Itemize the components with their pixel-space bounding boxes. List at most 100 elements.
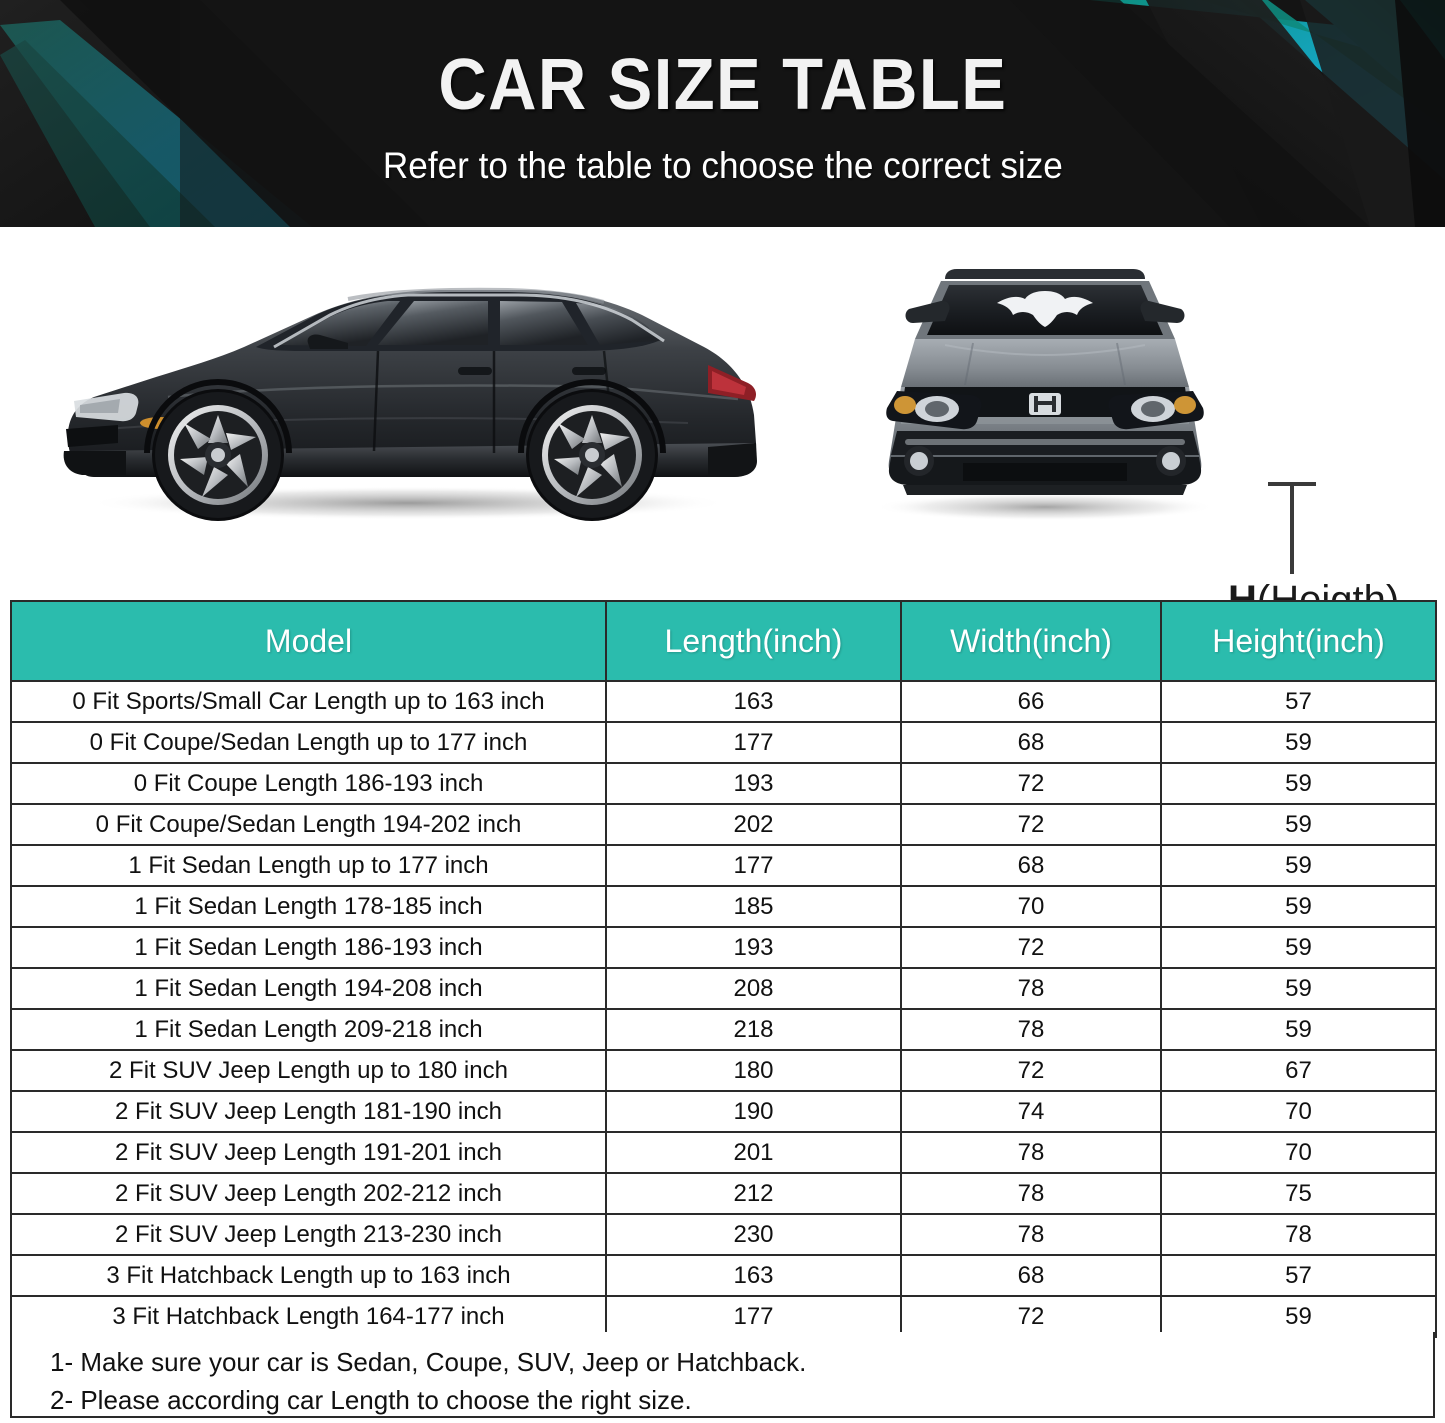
cell-height: 59 [1160, 967, 1437, 1010]
table-row: 3 Fit Hatchback Length up to 163 inch 163… [10, 1254, 1437, 1297]
cell-model: 0 Fit Coupe/Sedan Length 194-202 inch [10, 803, 607, 846]
cell-model: 0 Fit Coupe/Sedan Length up to 177 inch [10, 721, 607, 764]
cell-model: 1 Fit Sedan Length 178-185 inch [10, 885, 607, 928]
cell-length: 230 [605, 1213, 902, 1256]
page-title: CAR SIZE TABLE [438, 45, 1007, 125]
column-header-model: Model [10, 600, 607, 682]
cell-model: 3 Fit Hatchback Length 164-177 inch [10, 1295, 607, 1338]
cell-height: 75 [1160, 1172, 1437, 1215]
table-row: 1 Fit Sedan Length up to 177 inch 177 68 59 [10, 844, 1437, 887]
cell-length: 193 [605, 926, 902, 969]
cell-height: 59 [1160, 885, 1437, 928]
cell-length: 180 [605, 1049, 902, 1092]
cell-width: 72 [900, 926, 1162, 969]
table-row: 0 Fit Coupe Length 186-193 inch 193 72 59 [10, 762, 1437, 805]
cell-height: 59 [1160, 803, 1437, 846]
car-illustration-area: L(Length) W(Width) H(Heigth) [0, 227, 1445, 800]
cell-length: 177 [605, 721, 902, 764]
cell-length: 177 [605, 844, 902, 887]
banner-background-shapes [0, 0, 1445, 227]
cell-width: 68 [900, 721, 1162, 764]
cell-length: 218 [605, 1008, 902, 1051]
cell-length: 208 [605, 967, 902, 1010]
footer-notes: 1- Make sure your car is Sedan, Coupe, S… [10, 1332, 1435, 1418]
note-1: 1- Make sure your car is Sedan, Coupe, S… [50, 1347, 807, 1377]
cell-length: 163 [605, 1254, 902, 1297]
banner-text-block: CAR SIZE TABLE Refer to the table to cho… [0, 0, 1445, 227]
cell-height: 57 [1160, 680, 1437, 723]
cell-model: 3 Fit Hatchback Length up to 163 inch [10, 1254, 607, 1297]
table-body: 0 Fit Sports/Small Car Length up to 163 … [10, 680, 1437, 1338]
cell-width: 70 [900, 885, 1162, 928]
table-row: 1 Fit Sedan Length 178-185 inch 185 70 59 [10, 885, 1437, 928]
column-header-width: Width(inch) [900, 600, 1162, 682]
cell-height: 59 [1160, 721, 1437, 764]
cell-model: 1 Fit Sedan Length up to 177 inch [10, 844, 607, 887]
cell-length: 177 [605, 1295, 902, 1338]
height-line-upper [1290, 484, 1294, 574]
cell-width: 72 [900, 1049, 1162, 1092]
cell-height: 59 [1160, 926, 1437, 969]
cell-model: 1 Fit Sedan Length 209-218 inch [10, 1008, 607, 1051]
table-row: 2 Fit SUV Jeep Length up to 180 inch 180 7… [10, 1049, 1437, 1092]
cell-width: 78 [900, 1008, 1162, 1051]
cell-model: 2 Fit SUV Jeep Length 213-230 inch [10, 1213, 607, 1256]
table-row: 3 Fit Hatchback Length 164-177 inch 177 72… [10, 1295, 1437, 1338]
cell-model: 2 Fit SUV Jeep Length 191-201 inch [10, 1131, 607, 1174]
page-subtitle: Refer to the table to choose the correct… [382, 145, 1063, 186]
cell-length: 212 [605, 1172, 902, 1215]
table-row: 0 Fit Sports/Small Car Length up to 163 … [10, 680, 1437, 723]
car-size-table: Model Length(inch) Width(inch) Height(in… [10, 600, 1437, 1338]
cell-width: 68 [900, 844, 1162, 887]
table-row: 2 Fit SUV Jeep Length 202-212 inch 212 78 7… [10, 1172, 1437, 1215]
cell-width: 74 [900, 1090, 1162, 1133]
table-row: 1 Fit Sedan Length 186-193 inch 193 72 59 [10, 926, 1437, 969]
table-header: Model Length(inch) Width(inch) Height(in… [10, 600, 1437, 682]
cell-model: 1 Fit Sedan Length 186-193 inch [10, 926, 607, 969]
cell-model: 0 Fit Coupe Length 186-193 inch [10, 762, 607, 805]
cell-length: 190 [605, 1090, 902, 1133]
side-car-icon [63, 287, 757, 521]
cell-width: 78 [900, 967, 1162, 1010]
cell-height: 78 [1160, 1213, 1437, 1256]
cell-height: 59 [1160, 762, 1437, 805]
cell-height: 59 [1160, 1295, 1437, 1338]
column-header-length: Length(inch) [605, 600, 902, 682]
cell-width: 68 [900, 1254, 1162, 1297]
table-row: 1 Fit Sedan Length 194-208 inch 208 78 59 [10, 967, 1437, 1010]
cell-length: 201 [605, 1131, 902, 1174]
size-table-container: Model Length(inch) Width(inch) Height(in… [10, 600, 1437, 1338]
table-row: 1 Fit Sedan Length 209-218 inch 218 78 59 [10, 1008, 1437, 1051]
cell-height: 59 [1160, 1008, 1437, 1051]
cell-width: 72 [900, 762, 1162, 805]
cell-length: 163 [605, 680, 902, 723]
cell-width: 78 [900, 1172, 1162, 1215]
table-row: 0 Fit Coupe/Sedan Length up to 177 inch 1… [10, 721, 1437, 764]
header-banner: CAR SIZE TABLE Refer to the table to cho… [0, 0, 1445, 227]
note-2: 2- Please according car Length to choose… [50, 1384, 692, 1415]
cell-width: 78 [900, 1131, 1162, 1174]
front-view-car-image [845, 235, 1245, 535]
cell-width: 78 [900, 1213, 1162, 1256]
cell-height: 59 [1160, 844, 1437, 887]
cell-width: 72 [900, 1295, 1162, 1338]
table-row: 2 Fit SUV Jeep Length 191-201 inch 201 78 7… [10, 1131, 1437, 1174]
cell-height: 67 [1160, 1049, 1437, 1092]
table-header-row: Model Length(inch) Width(inch) Height(in… [10, 600, 1437, 682]
cell-model: 1 Fit Sedan Length 194-208 inch [10, 967, 607, 1010]
cell-length: 202 [605, 803, 902, 846]
cell-model: 2 Fit SUV Jeep Length 181-190 inch [10, 1090, 607, 1133]
windshield-decal [997, 291, 1093, 327]
front-car-icon [875, 269, 1215, 521]
cell-model: 2 Fit SUV Jeep Length 202-212 inch [10, 1172, 607, 1215]
cell-length: 185 [605, 885, 902, 928]
side-view-car-image [48, 247, 768, 537]
table-row: 0 Fit Coupe/Sedan Length 194-202 inch 202… [10, 803, 1437, 846]
cell-width: 66 [900, 680, 1162, 723]
cell-height: 70 [1160, 1090, 1437, 1133]
cell-length: 193 [605, 762, 902, 805]
table-row: 2 Fit SUV Jeep Length 181-190 inch 190 74 7… [10, 1090, 1437, 1133]
column-header-height: Height(inch) [1160, 600, 1437, 682]
cell-model: 0 Fit Sports/Small Car Length up to 163 … [10, 680, 607, 723]
